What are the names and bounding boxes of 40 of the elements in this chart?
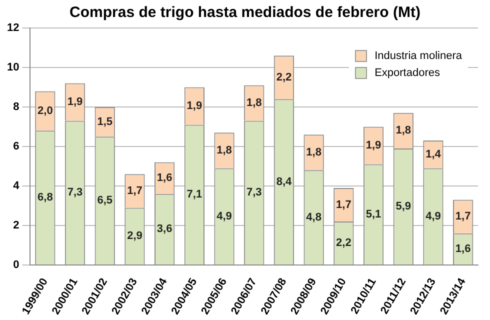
data-label: 1,6 bbox=[156, 172, 172, 184]
data-label: 1,7 bbox=[127, 184, 142, 197]
data-label: 5,9 bbox=[396, 200, 412, 212]
y-tick-label: 2 bbox=[13, 220, 20, 232]
data-label: 4,9 bbox=[216, 210, 232, 222]
data-label: 1,8 bbox=[306, 146, 322, 158]
data-label: 4,9 bbox=[426, 210, 441, 222]
data-label: 1,7 bbox=[336, 198, 352, 211]
y-tick-label: 4 bbox=[13, 180, 20, 192]
data-label: 7,1 bbox=[186, 188, 202, 201]
y-tick-label: 12 bbox=[6, 22, 20, 34]
data-label: 1,7 bbox=[455, 210, 471, 223]
data-label: 1,9 bbox=[67, 96, 83, 108]
data-label: 8,4 bbox=[276, 176, 292, 188]
data-label: 1,6 bbox=[455, 242, 471, 255]
chart-title: Compras de trigo hasta mediados de febrero (Mt) bbox=[68, 4, 422, 21]
data-label: 1,9 bbox=[366, 140, 382, 152]
data-label: 2,0 bbox=[38, 104, 53, 117]
data-label: 1,8 bbox=[246, 97, 262, 110]
data-label: 1,5 bbox=[97, 116, 113, 128]
data-label: 4,8 bbox=[306, 211, 322, 224]
data-label: 1,4 bbox=[426, 148, 442, 160]
y-tick-label: 6 bbox=[13, 140, 20, 153]
data-label: 1,8 bbox=[396, 124, 412, 137]
data-label: 6,5 bbox=[97, 194, 113, 207]
data-label: 2,2 bbox=[336, 237, 352, 250]
data-label: 5,1 bbox=[366, 208, 382, 220]
data-label: 3,6 bbox=[156, 223, 172, 236]
y-tick-label: 10 bbox=[6, 62, 20, 74]
data-label: 2,9 bbox=[127, 230, 142, 242]
data-label: 6,8 bbox=[38, 192, 53, 204]
data-label: 7,3 bbox=[246, 186, 262, 199]
data-label: 7,3 bbox=[67, 186, 83, 199]
legend-label: Exportadores bbox=[374, 67, 440, 79]
legend-label: Industria molinera bbox=[374, 50, 462, 62]
data-label: 2,2 bbox=[276, 71, 292, 84]
y-tick-label: 8 bbox=[13, 101, 20, 114]
data-label: 1,9 bbox=[186, 100, 202, 112]
y-tick-label: 0 bbox=[13, 258, 20, 271]
data-label: 1,8 bbox=[216, 144, 232, 156]
